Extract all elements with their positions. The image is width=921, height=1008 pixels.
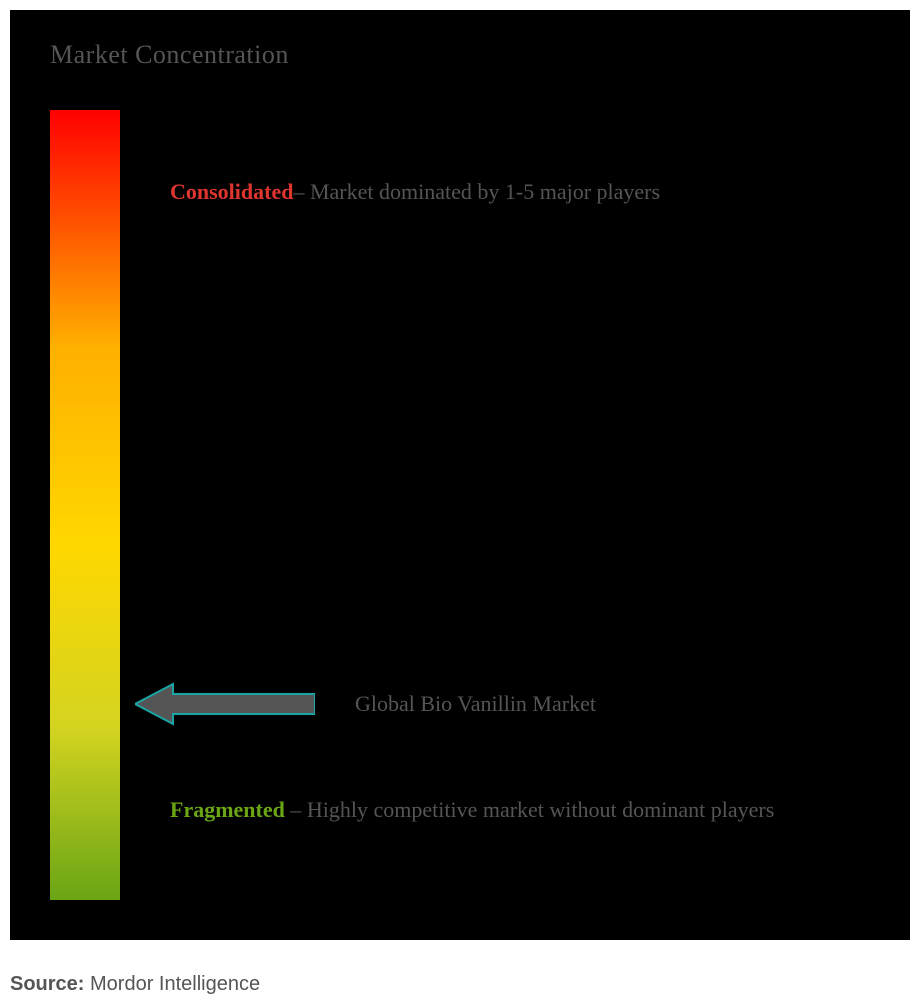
chart-container: Market Concentration Consolidated– Marke… — [10, 10, 910, 940]
source-value: Mordor Intelligence — [84, 973, 260, 995]
marker-row: Global Bio Vanillin Market — [135, 680, 596, 728]
chart-area: Consolidated– Market dominated by 1-5 ma… — [50, 110, 870, 900]
left-arrow-icon — [135, 680, 315, 728]
consolidated-highlight: Consolidated — [170, 179, 293, 204]
source-label: Source: — [10, 973, 84, 995]
labels-area: Consolidated– Market dominated by 1-5 ma… — [170, 110, 870, 900]
fragmented-rest: – Highly competitive market without domi… — [285, 797, 774, 822]
source-attribution: Source: Mordor Intelligence — [10, 973, 260, 996]
marker-label: Global Bio Vanillin Market — [355, 691, 596, 717]
consolidated-label: Consolidated– Market dominated by 1-5 ma… — [170, 175, 850, 208]
fragmented-label: Fragmented – Highly competitive market w… — [170, 790, 850, 830]
chart-title: Market Concentration — [50, 40, 870, 70]
concentration-gradient-bar — [50, 110, 120, 900]
consolidated-rest: – Market dominated by 1-5 major players — [293, 179, 660, 204]
fragmented-highlight: Fragmented — [170, 797, 285, 822]
